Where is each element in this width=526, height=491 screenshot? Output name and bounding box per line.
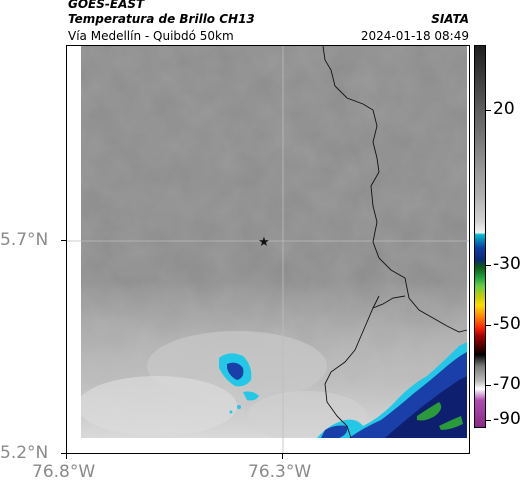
- colorbar-tick: [486, 420, 491, 421]
- colorbar-tick: [486, 265, 491, 266]
- lon-label: 76.8°W: [32, 462, 96, 482]
- lat-tick: [61, 240, 66, 241]
- brightness-temperature-field: ★: [67, 46, 469, 453]
- lon-tick: [66, 454, 67, 459]
- colorbar-tick: [486, 110, 491, 111]
- colorbar-tick: [486, 325, 491, 326]
- colorbar-label: -50: [493, 314, 521, 334]
- satellite-map[interactable]: ★: [66, 45, 470, 454]
- region-subtitle: Vía Medellín - Quibdó 50km: [68, 29, 234, 43]
- star-icon: ★: [258, 235, 270, 250]
- colorbar-label: 20: [493, 99, 515, 119]
- lat-label: 5.7°N: [0, 230, 49, 250]
- lon-tick: [282, 454, 283, 459]
- colorbar-label: -90: [493, 409, 521, 429]
- temperature-colorbar: [474, 45, 486, 428]
- colorbar-label: -30: [493, 254, 521, 274]
- colorbar-label: -70: [493, 374, 521, 394]
- organization-name: SIATA: [431, 12, 469, 26]
- lat-tick: [61, 453, 66, 454]
- lon-label: 76.3°W: [248, 462, 312, 482]
- colorbar-tick: [486, 385, 491, 386]
- product-title: Temperatura de Brillo CH13: [68, 12, 255, 26]
- timestamp: 2024-01-18 08:49: [360, 29, 469, 43]
- satellite-name: GOES-EAST: [68, 0, 145, 11]
- department-boundary: [322, 46, 468, 333]
- lat-label: 5.2°N: [0, 443, 49, 463]
